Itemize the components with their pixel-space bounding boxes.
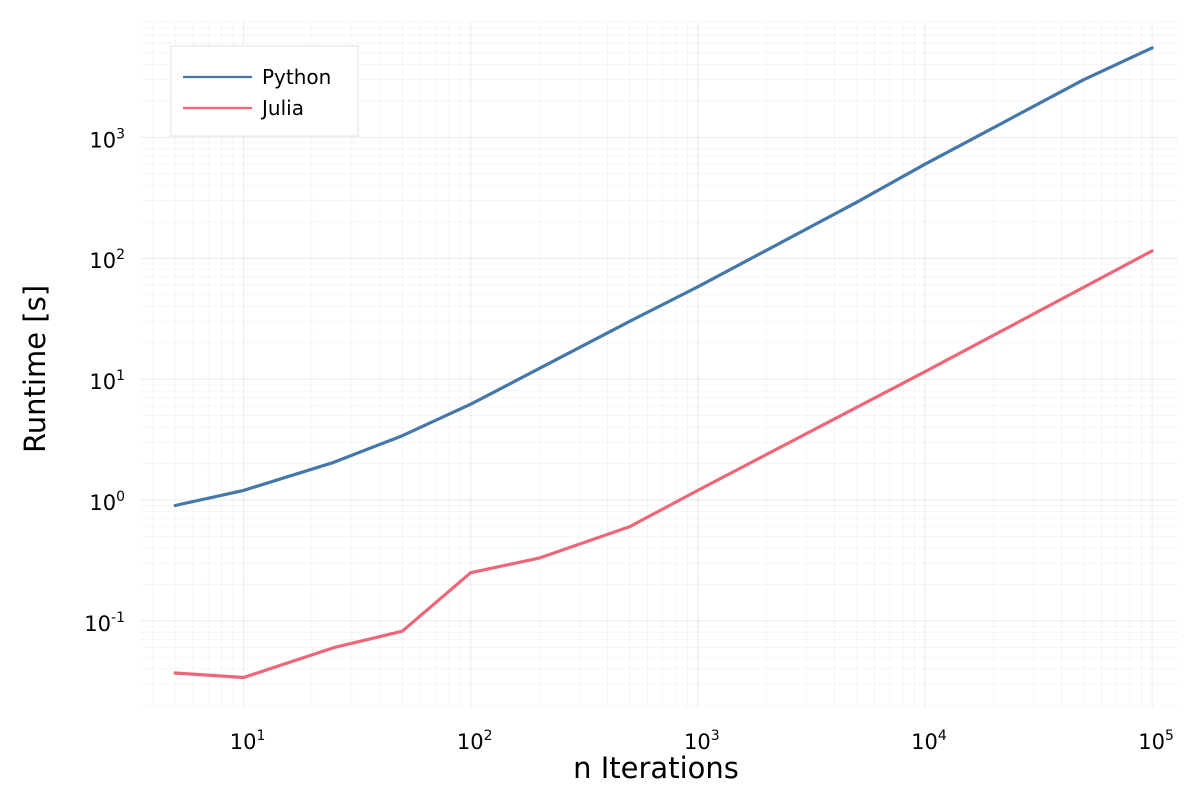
legend-label-julia: Julia <box>260 96 304 120</box>
series-line-python <box>173 46 1154 508</box>
x-tick-label: 102 <box>457 728 493 754</box>
series-lines <box>173 46 1154 680</box>
legend: Python Julia <box>170 45 359 137</box>
y-tick-label: 100 <box>89 489 125 515</box>
y-tick-label: 101 <box>89 368 125 394</box>
x-tick-label: 101 <box>230 728 266 754</box>
x-tick-label: 105 <box>1138 728 1174 754</box>
y-tick-label: 10-1 <box>84 610 125 636</box>
legend-label-python: Python <box>262 65 331 89</box>
x-axis-title: n Iterations <box>573 751 739 785</box>
y-tick-label: 102 <box>89 247 125 273</box>
y-axis-ticks: 10-1 100 101 102 103 <box>84 126 125 635</box>
y-axis-title: Runtime [s] <box>18 285 52 453</box>
legend-box <box>170 45 359 137</box>
y-tick-label: 103 <box>89 126 125 152</box>
series-line-julia <box>173 249 1154 680</box>
x-tick-label: 103 <box>684 728 720 754</box>
x-axis-ticks: 101 102 103 104 105 <box>230 728 1174 754</box>
grid <box>140 22 1178 708</box>
x-tick-label: 104 <box>911 728 947 754</box>
